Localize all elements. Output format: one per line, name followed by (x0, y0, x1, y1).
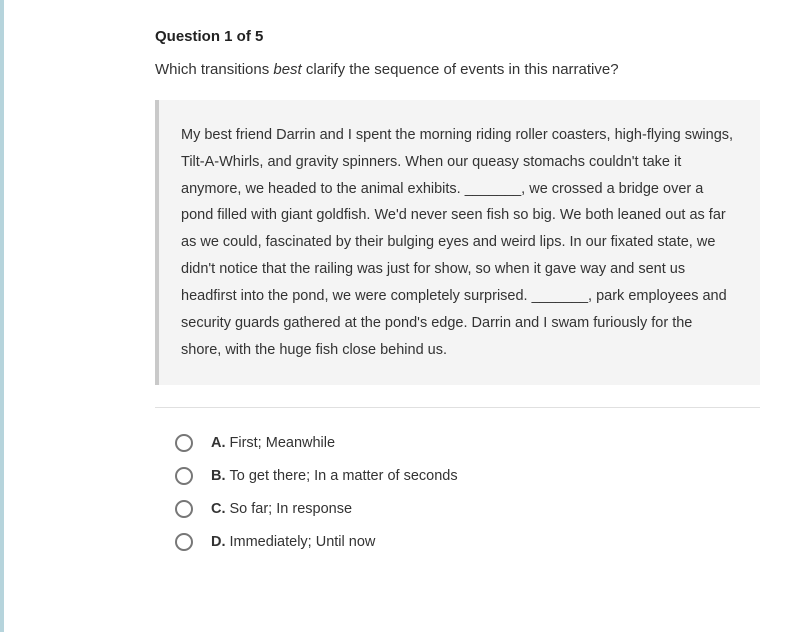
radio-icon (175, 467, 193, 485)
option-letter: B. (211, 468, 226, 484)
prompt-text-after: clarify the sequence of events in this n… (302, 61, 619, 78)
option-text: So far; In response (230, 501, 353, 517)
radio-icon (175, 434, 193, 452)
left-accent-bar (0, 0, 4, 632)
option-label: C.So far; In response (211, 501, 352, 517)
option-letter: C. (211, 501, 226, 517)
option-a[interactable]: A.First; Meanwhile (175, 434, 760, 452)
answer-options: A.First; Meanwhile B.To get there; In a … (155, 434, 760, 551)
prompt-emphasis: best (273, 61, 301, 78)
radio-icon (175, 500, 193, 518)
radio-icon (175, 533, 193, 551)
option-letter: D. (211, 534, 226, 550)
passage-box: My best friend Darrin and I spent the mo… (155, 100, 760, 385)
option-b[interactable]: B.To get there; In a matter of seconds (175, 467, 760, 485)
option-label: D.Immediately; Until now (211, 534, 375, 550)
option-c[interactable]: C.So far; In response (175, 500, 760, 518)
option-label: B.To get there; In a matter of seconds (211, 468, 458, 484)
section-divider (155, 407, 760, 408)
prompt-text-before: Which transitions (155, 61, 273, 78)
option-d[interactable]: D.Immediately; Until now (175, 533, 760, 551)
question-number-heading: Question 1 of 5 (155, 28, 760, 45)
option-text: Immediately; Until now (230, 534, 376, 550)
option-letter: A. (211, 435, 226, 451)
option-text: To get there; In a matter of seconds (230, 468, 458, 484)
option-text: First; Meanwhile (230, 435, 336, 451)
option-label: A.First; Meanwhile (211, 435, 335, 451)
question-container: Question 1 of 5 Which transitions best c… (0, 0, 800, 551)
question-prompt: Which transitions best clarify the seque… (155, 59, 760, 80)
